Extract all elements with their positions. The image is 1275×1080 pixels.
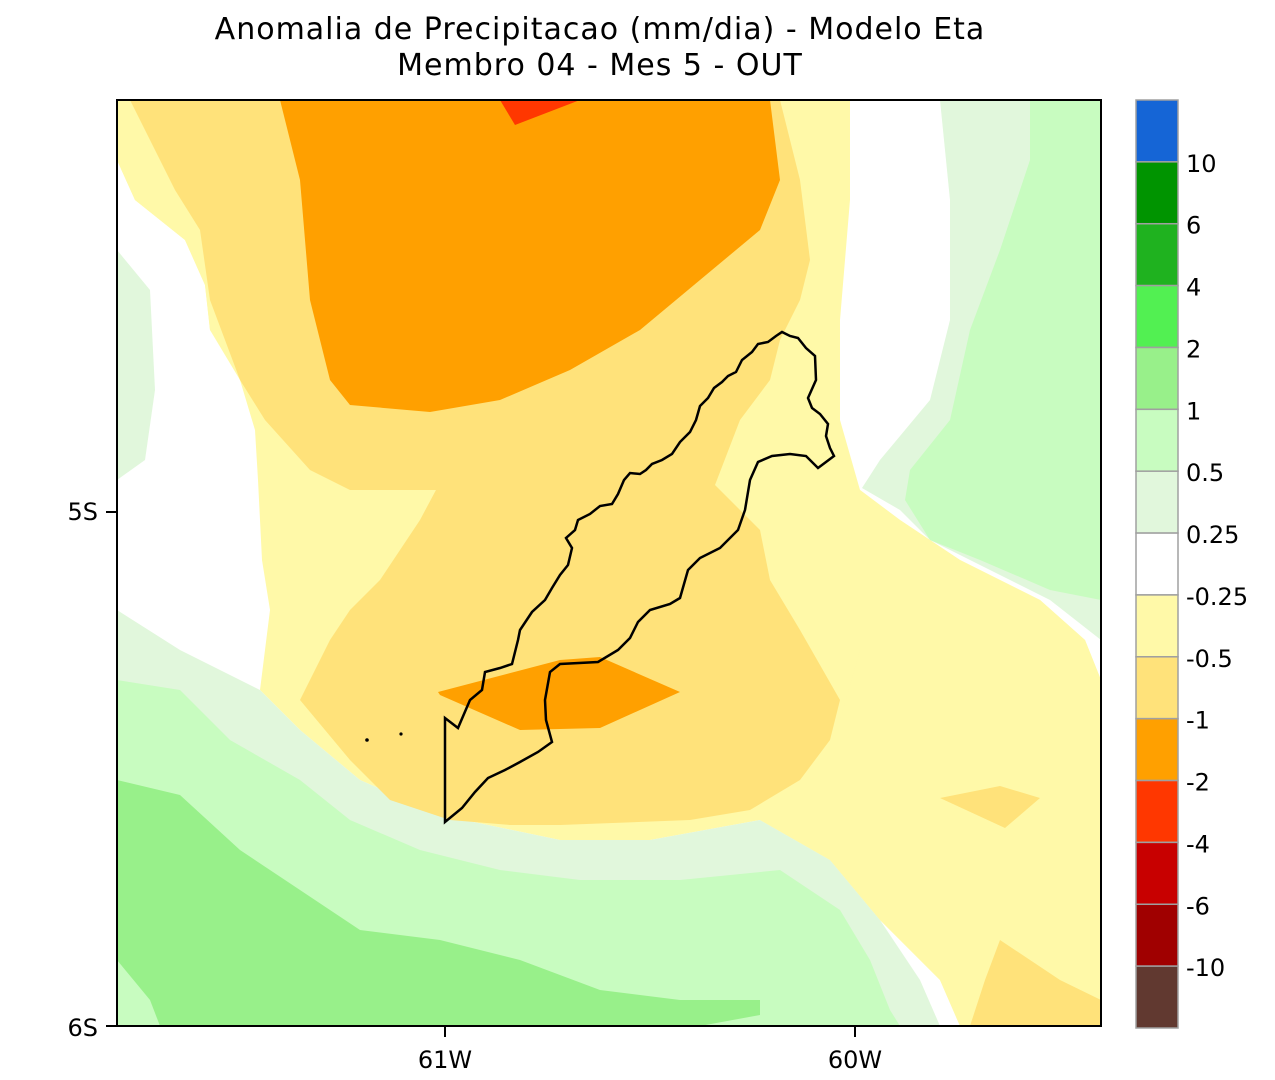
colorbar-swatch xyxy=(1135,408,1179,472)
y-tick-label-5s: 5S xyxy=(67,498,98,526)
colorbar-swatch xyxy=(1135,284,1179,349)
colorbar-swatch xyxy=(1135,779,1179,844)
colorbar-swatch xyxy=(1135,532,1179,596)
colorbar-label: -4 xyxy=(1186,830,1210,858)
colorbar-swatch xyxy=(1135,99,1179,163)
boundary-outline xyxy=(443,330,836,825)
colorbar-swatch xyxy=(1135,222,1179,287)
colorbar-swatch xyxy=(1135,656,1179,720)
contour-pos1-sw xyxy=(117,780,760,1026)
colorbar-label: 4 xyxy=(1186,274,1201,302)
y-tick-label-6s: 6S xyxy=(67,1014,98,1042)
x-tick-label-61w: 61W xyxy=(418,1046,472,1074)
colorbar-label: -0.5 xyxy=(1186,645,1233,673)
colorbar-label: 2 xyxy=(1186,335,1201,363)
colorbar-label: -6 xyxy=(1186,892,1210,920)
contour-neg1-north xyxy=(280,100,780,412)
colorbar-swatch xyxy=(1135,470,1179,534)
contour-neg025-se xyxy=(760,490,1101,1026)
island-dot xyxy=(399,732,403,736)
colorbar: 10 6 4 2 1 0.5 0.25 -0.25 -0.5 -1 -2 -4 -6 -10 xyxy=(1135,99,1248,1029)
map-title: Anomalia de Precipitacao (mm/dia) - Mode… xyxy=(214,12,986,47)
contour-neg05-se-patch xyxy=(970,940,1101,1026)
colorbar-swatch xyxy=(1135,346,1179,411)
colorbar-swatch xyxy=(1135,161,1179,225)
colorbar-label: -0.25 xyxy=(1186,583,1248,611)
colorbar-swatch xyxy=(1135,841,1179,906)
colorbar-swatch xyxy=(1135,965,1179,1029)
colorbar-label: 0.25 xyxy=(1186,521,1239,549)
contour-neg2-north xyxy=(500,100,580,125)
colorbar-label: -1 xyxy=(1186,707,1210,735)
contour-pos025-west xyxy=(117,250,155,480)
map-subtitle: Membro 04 - Mes 5 - OUT xyxy=(397,48,803,83)
colorbar-label: 10 xyxy=(1186,150,1217,178)
colorbar-swatch xyxy=(1135,903,1179,967)
contour-pos05-sw-edge xyxy=(117,960,160,1026)
colorbar-label: 6 xyxy=(1186,212,1201,240)
contour-pos05-east xyxy=(905,100,1101,600)
island-dot xyxy=(365,738,369,742)
contour-neg05-east-patch xyxy=(940,786,1040,828)
colorbar-swatch xyxy=(1135,717,1179,782)
plot-frame xyxy=(116,99,1102,1027)
colorbar-label: 1 xyxy=(1186,397,1201,425)
contour-neg1-south xyxy=(438,657,680,730)
colorbar-label: -10 xyxy=(1186,954,1225,982)
colorbar-label: -2 xyxy=(1186,769,1210,797)
colorbar-swatch xyxy=(1135,594,1179,658)
x-tick-label-60w: 60W xyxy=(828,1046,882,1074)
colorbar-label: 0.5 xyxy=(1186,459,1224,487)
contour-field xyxy=(117,100,1101,1026)
